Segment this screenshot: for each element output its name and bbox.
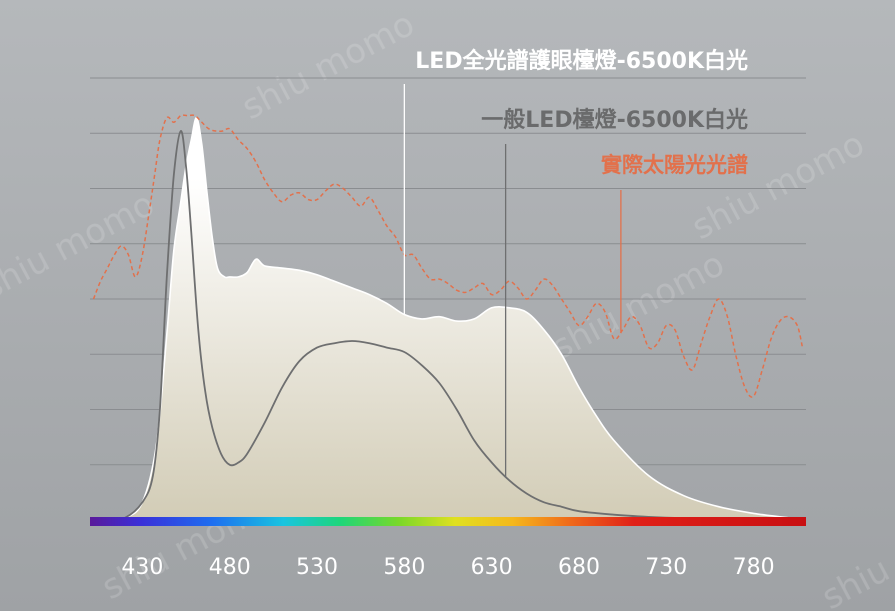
x-tick-label: 580: [383, 555, 425, 580]
callout-label: 實際太陽光光譜: [601, 153, 748, 177]
callout-label: 一般LED檯燈-6500K白光: [481, 107, 748, 133]
series-area-led-full-spectrum: [103, 117, 803, 520]
plot-area: [92, 114, 804, 521]
visible-spectrum-bar: [90, 517, 806, 526]
x-tick-label: 480: [209, 555, 251, 580]
x-tick-label: 530: [296, 555, 338, 580]
x-tick-label: 430: [121, 555, 163, 580]
x-tick-label: 780: [733, 555, 775, 580]
callout-label: LED全光譜護眼檯燈-6500K白光: [415, 48, 748, 74]
x-tick-label: 680: [558, 555, 600, 580]
x-tick-label: 630: [471, 555, 513, 580]
series-line-normal-led: [103, 130, 803, 521]
x-axis-ticks: 430 480 530 580 630 680 730 780: [121, 555, 774, 580]
x-tick-label: 730: [645, 555, 687, 580]
